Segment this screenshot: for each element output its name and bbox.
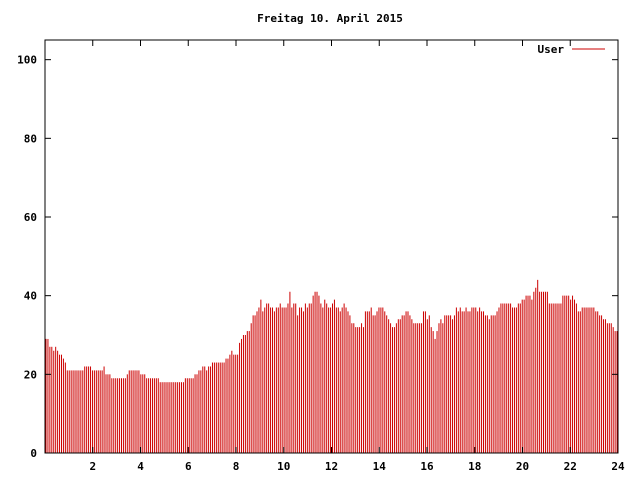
- x-tick-label: 10: [277, 460, 290, 473]
- x-tick-label: 20: [516, 460, 529, 473]
- y-tick-label: 0: [30, 447, 37, 460]
- y-tick-label: 40: [24, 290, 37, 303]
- x-tick-label: 18: [468, 460, 481, 473]
- x-tick-label: 14: [373, 460, 387, 473]
- x-tick-label: 2: [89, 460, 96, 473]
- x-tick-label: 24: [611, 460, 625, 473]
- x-tick-label: 16: [420, 460, 434, 473]
- y-tick-label: 20: [24, 368, 37, 381]
- legend: User: [538, 43, 605, 56]
- x-tick-label: 4: [137, 460, 144, 473]
- y-tick-label: 100: [17, 54, 37, 67]
- plot-frame: [44, 39, 619, 454]
- x-tick-label: 22: [564, 460, 577, 473]
- y-tick-label: 80: [24, 132, 37, 145]
- x-tick-label: 8: [233, 460, 240, 473]
- bar-series: [45, 279, 618, 453]
- y-tick-label: 60: [24, 211, 37, 224]
- chart-title: Freitag 10. April 2015: [257, 12, 403, 25]
- x-tick-label: 6: [185, 460, 192, 473]
- x-tick-label: 12: [325, 460, 338, 473]
- legend-label-user: User: [538, 43, 565, 56]
